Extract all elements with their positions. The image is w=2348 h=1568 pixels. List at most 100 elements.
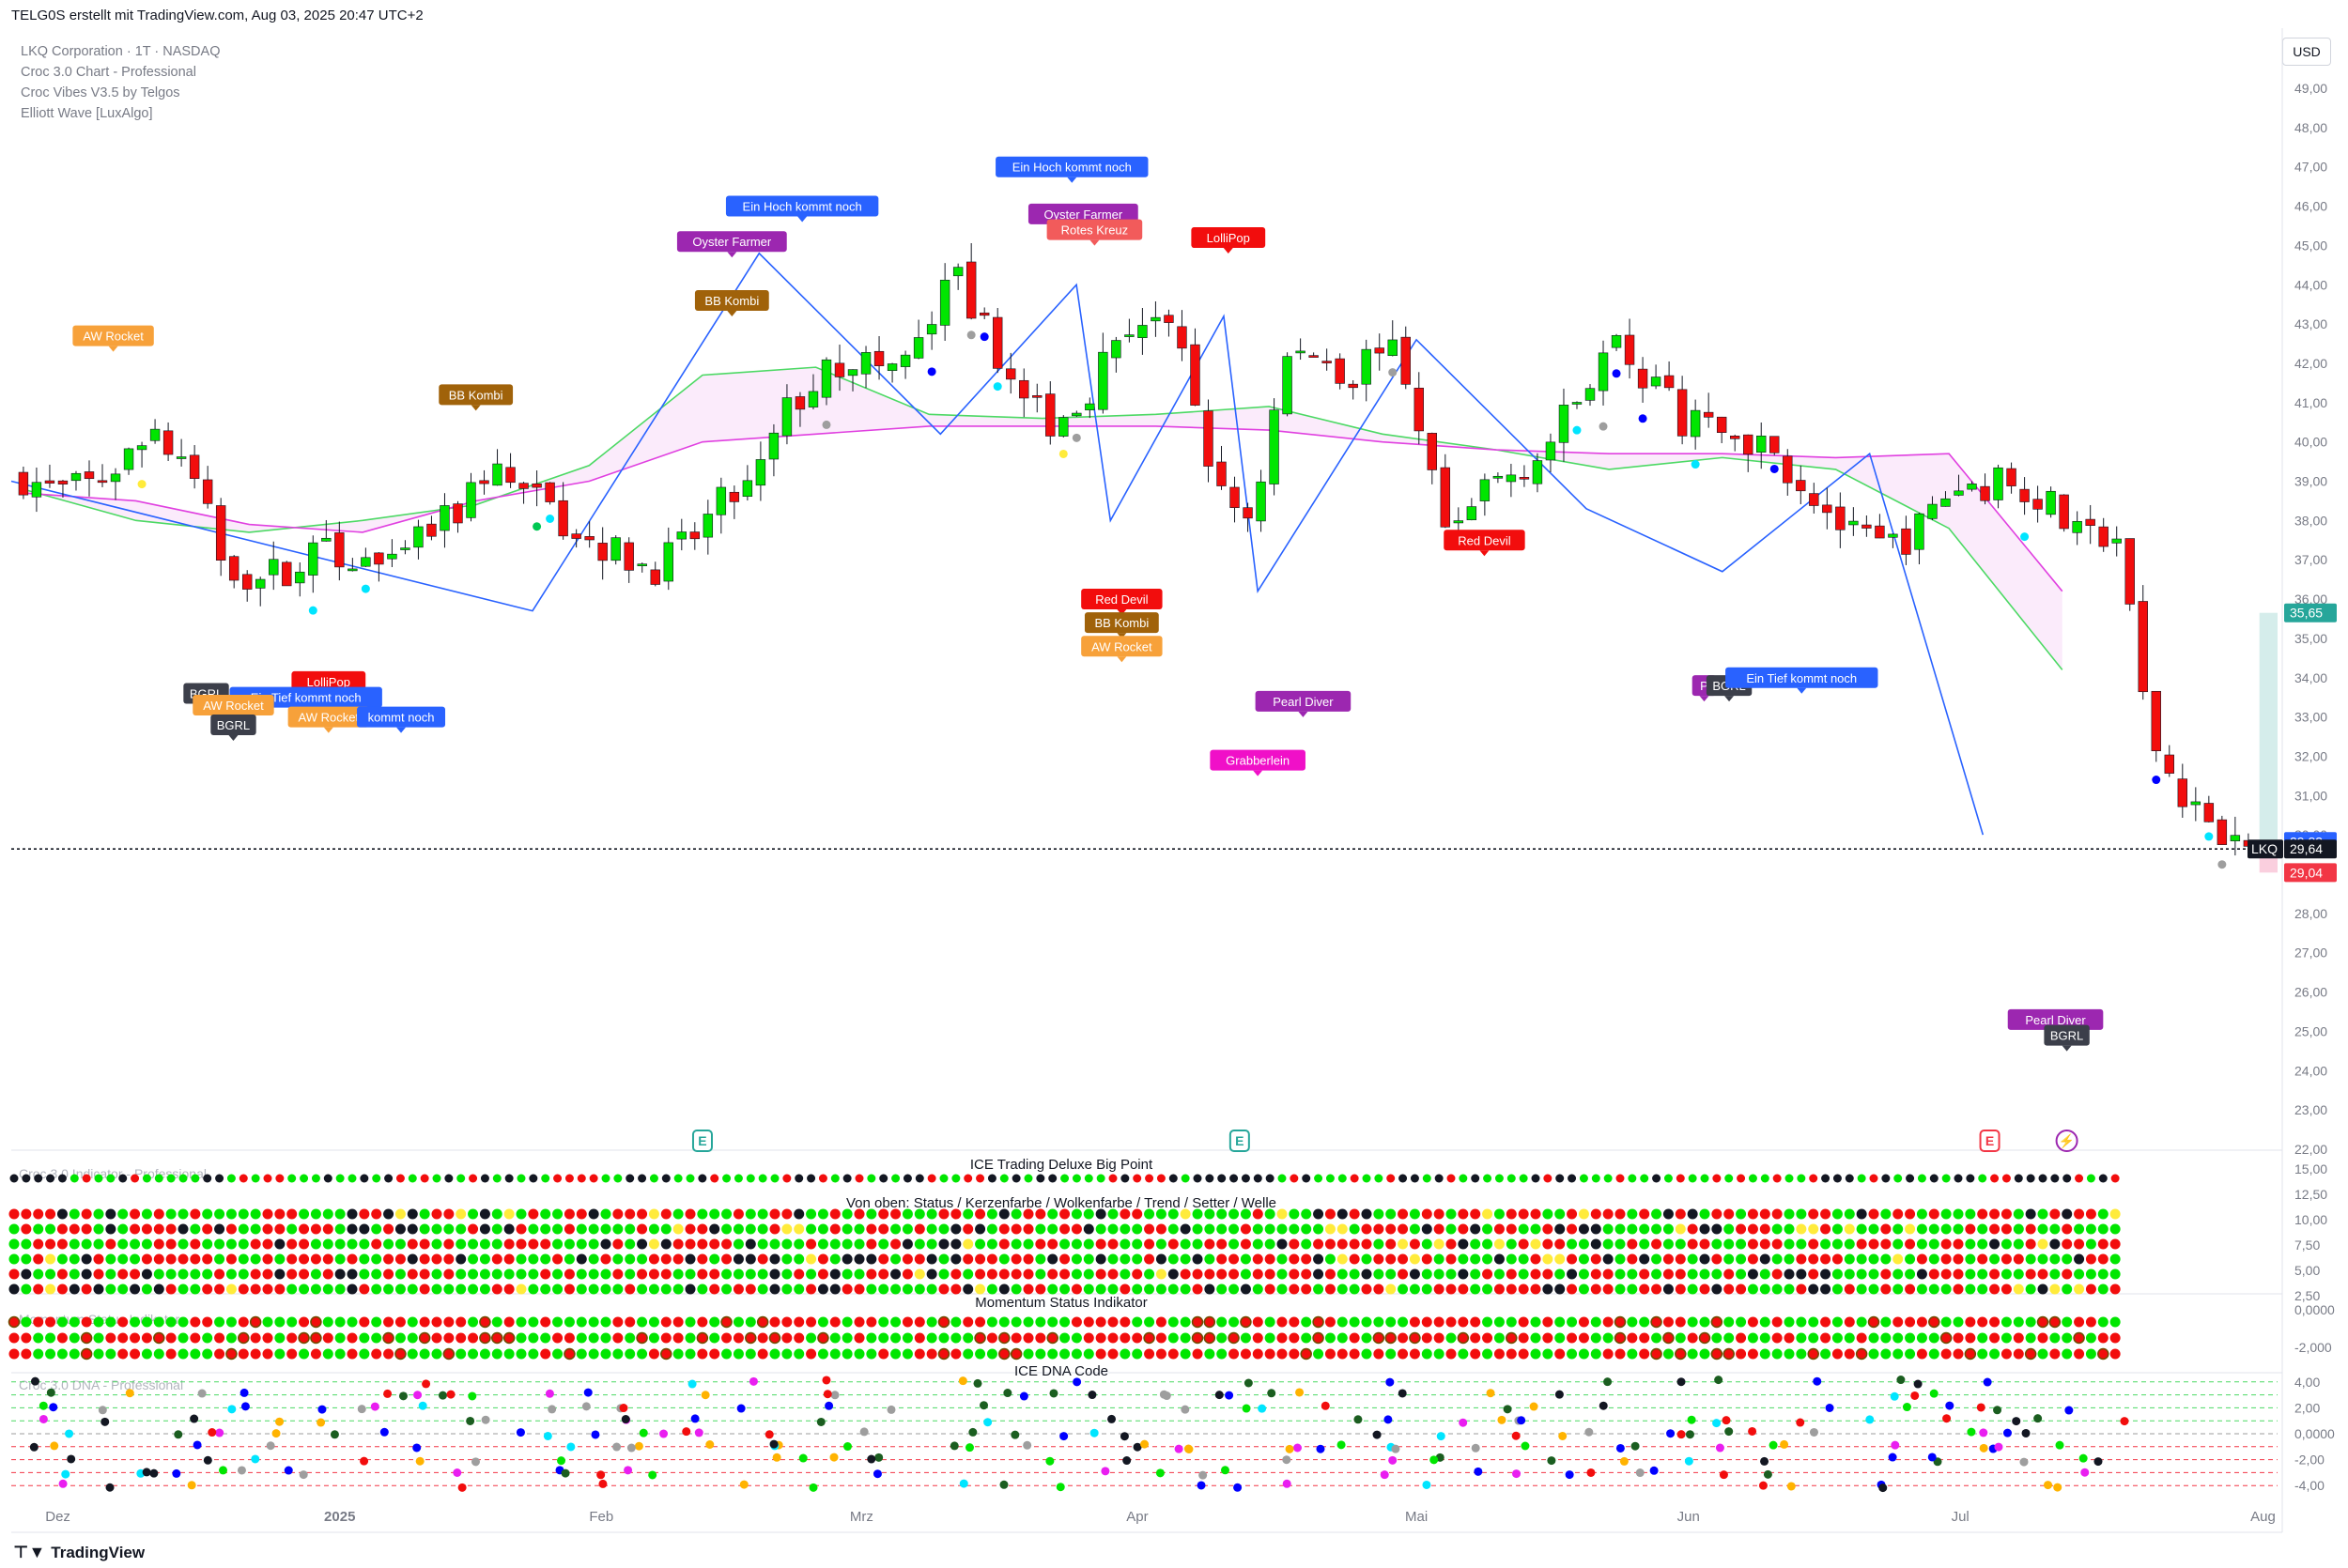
momentum-dot xyxy=(141,1316,152,1328)
ice-dot xyxy=(1205,1174,1214,1183)
ice-dot xyxy=(2000,1284,2012,1295)
momentum-dot xyxy=(1530,1332,1541,1344)
momentum-dot xyxy=(1844,1348,1855,1360)
ice-dot xyxy=(503,1223,515,1235)
candle-body xyxy=(900,354,911,367)
momentum-dot xyxy=(1856,1332,1867,1344)
momentum-dot xyxy=(1614,1315,1627,1329)
momentum-dot xyxy=(1398,1316,1409,1328)
momentum-dot xyxy=(721,1332,733,1344)
dna-dot xyxy=(149,1468,159,1478)
ice-dot xyxy=(807,1174,816,1183)
momentum-dot xyxy=(262,1316,273,1328)
momentum-dot xyxy=(733,1316,744,1328)
ice-dot xyxy=(734,1174,743,1183)
dna-dot xyxy=(1865,1415,1875,1424)
ice-dot xyxy=(1107,1284,1119,1295)
candle-body xyxy=(1506,474,1517,483)
ice-dot xyxy=(1035,1268,1046,1280)
ice-dot xyxy=(1627,1208,1638,1220)
momentum-dot xyxy=(745,1331,757,1345)
ice-dot xyxy=(69,1223,80,1235)
dna-dot xyxy=(591,1430,600,1439)
ice-dot xyxy=(1614,1284,1626,1295)
candle xyxy=(123,447,134,475)
ice-dot xyxy=(491,1268,502,1280)
momentum-dot xyxy=(286,1348,298,1360)
dna-dot xyxy=(457,1483,467,1492)
ice-dot xyxy=(1639,1238,1650,1250)
ice-dot xyxy=(709,1223,720,1235)
legend-indicator-croc-vibes[interactable]: Croc Vibes V3.5 by Telgos xyxy=(21,85,180,100)
candle xyxy=(2138,585,2148,700)
momentum-dot xyxy=(516,1332,527,1344)
signal-label-text: Ein Hoch kommt noch xyxy=(1012,161,1132,175)
ice-dot xyxy=(975,1253,986,1265)
candle xyxy=(1532,453,1543,493)
dna-dot xyxy=(1155,1468,1165,1478)
legend-indicator-elliott-wave[interactable]: Elliott Wave [LuxAlgo] xyxy=(21,106,153,121)
ice-dot xyxy=(769,1268,780,1280)
ice-dot xyxy=(117,1253,129,1265)
candle-body xyxy=(1624,334,1635,365)
ice-dot xyxy=(516,1208,527,1220)
ice-dot xyxy=(1398,1253,1409,1265)
momentum-dot xyxy=(672,1348,684,1360)
candle xyxy=(1875,514,1885,539)
signal-label-pointer xyxy=(1699,696,1709,702)
ice-dot xyxy=(1736,1268,1747,1280)
candle xyxy=(492,449,502,486)
ice-dot xyxy=(1264,1208,1275,1220)
signal-label-pointer xyxy=(1797,687,1807,694)
candle-body xyxy=(31,482,42,498)
tradingview-logo[interactable]: ⊤▼ TradingView xyxy=(13,1543,145,1562)
candle-body xyxy=(202,479,213,504)
ice-dot xyxy=(1216,1208,1228,1220)
ice-dot xyxy=(588,1268,599,1280)
signal-dot xyxy=(1388,368,1398,377)
candle xyxy=(321,519,332,542)
candle xyxy=(650,561,660,587)
ice-dot xyxy=(1120,1253,1131,1265)
momentum-dot xyxy=(2049,1348,2061,1360)
ice-dot xyxy=(347,1208,358,1220)
candle-body xyxy=(189,454,200,479)
signal-label-text: Red Devil xyxy=(1095,592,1148,607)
ice-dot xyxy=(165,1253,177,1265)
candle xyxy=(334,521,345,581)
ice-dot xyxy=(1023,1223,1034,1235)
legend-symbol[interactable]: LKQ Corporation · 1T · NASDAQ xyxy=(21,44,221,59)
ice-dot xyxy=(1167,1268,1179,1280)
ice-dot xyxy=(274,1238,286,1250)
momentum-dot xyxy=(1132,1316,1143,1328)
ice-dot xyxy=(153,1284,164,1295)
ice-dot xyxy=(1024,1174,1033,1183)
dna-dot xyxy=(958,1376,967,1386)
ice-dot xyxy=(262,1253,273,1265)
event-marker-text: E xyxy=(1985,1133,1994,1148)
momentum-dot xyxy=(503,1348,515,1360)
ice-dot xyxy=(1662,1253,1674,1265)
ice-dot xyxy=(2109,1284,2121,1295)
momentum-dot xyxy=(937,1315,950,1329)
momentum-dot xyxy=(1095,1316,1106,1328)
dna-dot xyxy=(61,1469,70,1479)
ice-dot xyxy=(1687,1238,1698,1250)
candle xyxy=(1072,410,1082,417)
ice-dot xyxy=(1640,1174,1649,1183)
momentum-dot xyxy=(1023,1332,1034,1344)
momentum-dot xyxy=(45,1332,56,1344)
momentum-dot xyxy=(1276,1332,1288,1344)
ice-dot xyxy=(1144,1223,1155,1235)
legend-indicator-croc-chart[interactable]: Croc 3.0 Chart - Professional xyxy=(21,65,196,80)
dna-dot xyxy=(203,1455,212,1465)
signal-label-text: BB Kombi xyxy=(1094,616,1149,630)
symbol-tag-bg xyxy=(2248,839,2283,859)
momentum-dot xyxy=(491,1348,502,1360)
ice-dot xyxy=(491,1253,502,1265)
dna-dot xyxy=(39,1414,48,1423)
ice-dot xyxy=(757,1238,768,1250)
ice-dot xyxy=(1095,1238,1106,1250)
ice-dot xyxy=(842,1223,853,1235)
